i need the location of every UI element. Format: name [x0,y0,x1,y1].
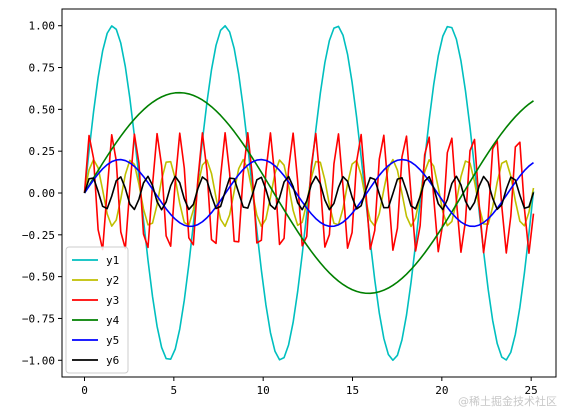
series-line-y3 [83,131,535,254]
legend-label-y2: y2 [106,274,119,287]
y-tick-label: 0.50 [29,103,56,116]
legend-box [65,246,129,374]
legend-label-y6: y6 [106,354,119,367]
y-tick-label: 0.00 [29,187,56,200]
series-line-y4 [83,91,534,295]
x-tick-label: 15 [346,384,359,397]
y-axis: −1.00 −0.75 −0.50 −0.25 0.00 0.25 0.50 0.75 1.00 [22,20,62,367]
y-tick-label: −0.75 [22,312,55,325]
y-tick-label: 1.00 [29,20,56,33]
legend-label-y4: y4 [106,314,120,327]
watermark-text: @稀土掘金技术社区 [458,395,557,408]
y-tick-label: −1.00 [22,354,55,367]
x-tick-label: 10 [257,384,270,397]
legend: y1 y2 y3 y4 y5 y6 [65,246,129,374]
y-tick-label: 0.75 [29,62,56,75]
legend-label-y3: y3 [106,294,119,307]
series-line-y6 [83,175,535,211]
legend-label-y5: y5 [106,334,119,347]
x-axis: 0 5 10 15 20 25 [81,377,538,397]
x-tick-label: 20 [435,384,448,397]
x-tick-label: 5 [171,384,178,397]
series-layer [83,24,535,362]
y-tick-label: 0.25 [29,145,56,158]
y-tick-label: −0.50 [22,271,55,284]
y-tick-label: −0.25 [22,229,55,242]
legend-label-y1: y1 [106,254,119,267]
x-tick-label: 0 [81,384,88,397]
series-line-y5 [83,158,534,228]
x-tick-label: 25 [525,384,538,397]
